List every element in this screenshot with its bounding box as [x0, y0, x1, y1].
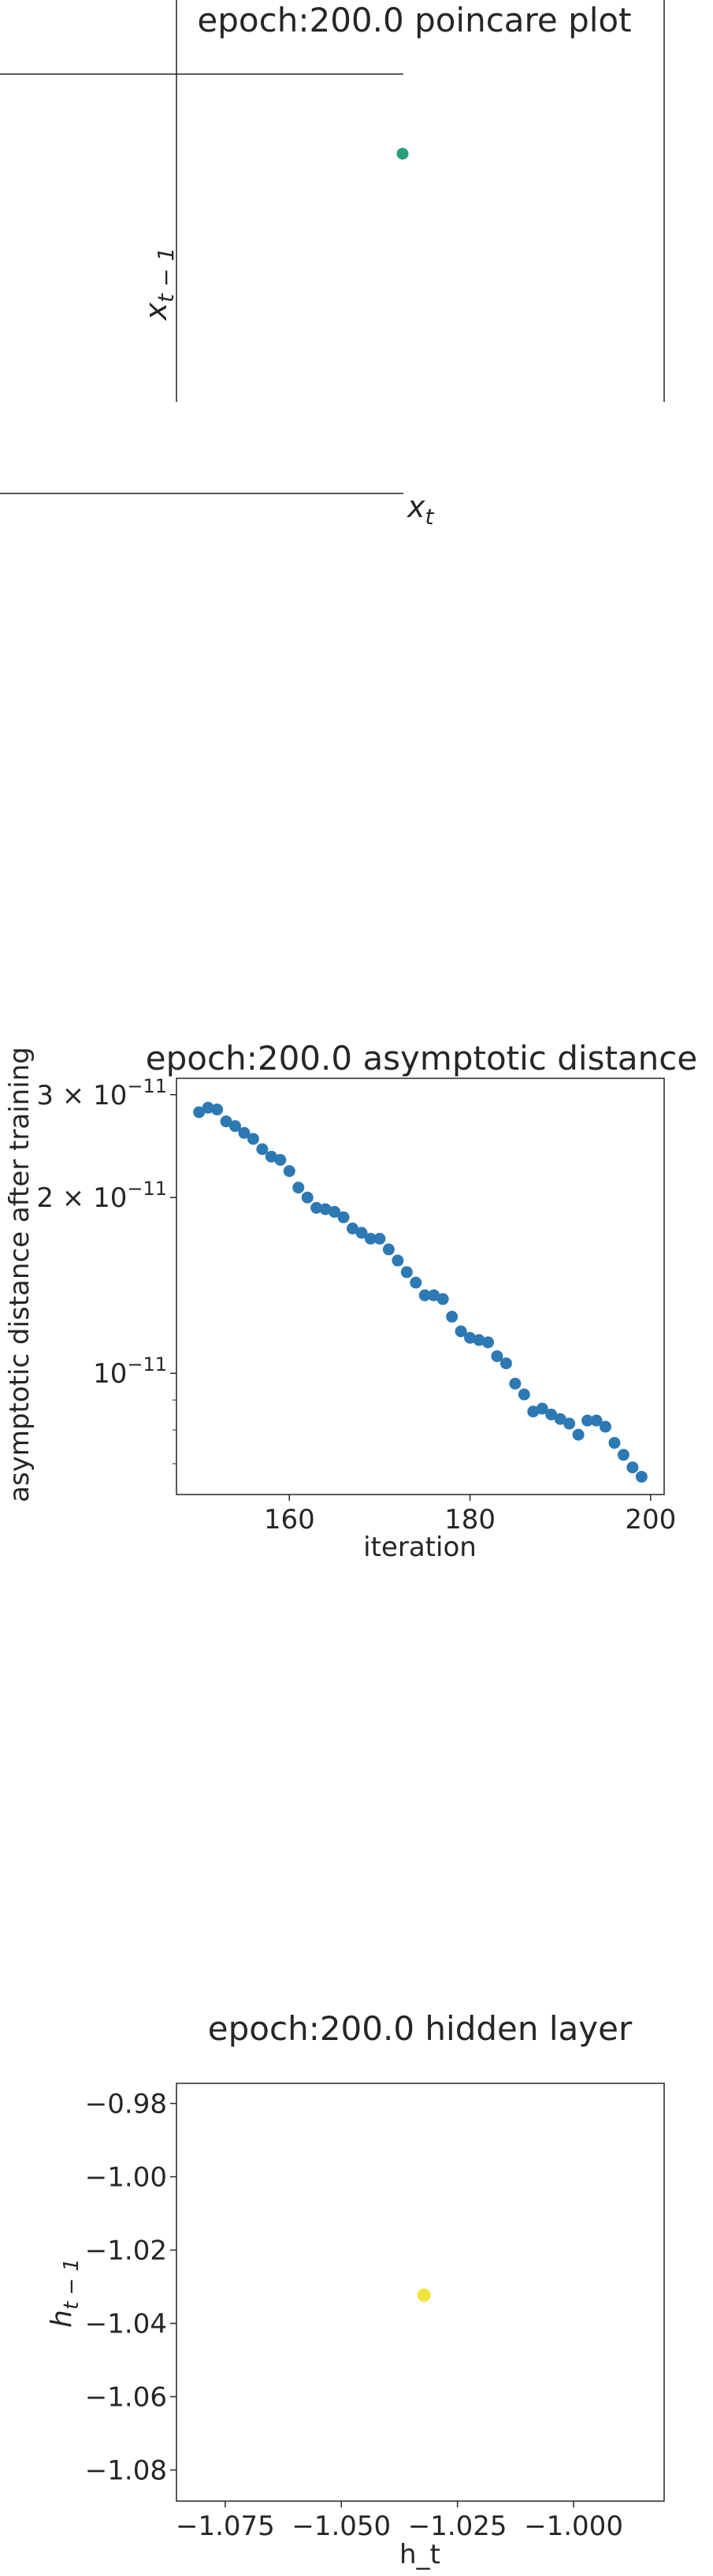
x-tick-label: 180	[444, 1504, 496, 1536]
data-point	[455, 1325, 467, 1338]
data-point	[581, 1414, 594, 1427]
poincare-ylabel-main: x	[139, 302, 173, 321]
data-point	[572, 1428, 585, 1441]
data-point	[283, 1165, 295, 1178]
data-point	[545, 1408, 558, 1420]
data-point	[337, 1211, 350, 1223]
y-tick-label: −1.06	[85, 2382, 167, 2414]
data-point	[347, 1223, 359, 1235]
x-tick-label: 160	[264, 1504, 315, 1536]
data-point	[373, 1232, 386, 1245]
data-point	[417, 2288, 431, 2302]
poincare-plot-panel: epoch:200.0 poincare plot xt xt − 1	[0, 0, 665, 530]
asymptotic-xlabel: iteration	[363, 1532, 477, 1563]
data-point	[301, 1191, 314, 1204]
x-tick-label: −1.050	[292, 2511, 391, 2542]
poincare-xlabel: xt	[407, 490, 435, 530]
y-tick-label: −0.98	[85, 2089, 167, 2120]
data-point	[400, 1266, 413, 1279]
data-point	[265, 1150, 277, 1163]
x-tick-label: 200	[625, 1504, 676, 1536]
data-point	[274, 1153, 287, 1166]
x-tick-label: −1.000	[524, 2511, 623, 2542]
data-point	[635, 1470, 648, 1483]
data-point	[392, 1254, 404, 1267]
hidden-layer-panel: epoch:200.0 hidden layer −1.075 −1.050 −1.…	[46, 2009, 665, 2570]
y-tick-label: −1.00	[85, 2162, 167, 2194]
hidden-layer-ylabel-main: h	[46, 2310, 78, 2328]
y-tick-label: −1.02	[85, 2235, 167, 2267]
data-point	[310, 1201, 323, 1214]
data-point	[355, 1227, 368, 1239]
data-point	[211, 1104, 224, 1116]
data-point	[626, 1461, 639, 1474]
poincare-plot-title: epoch:200.0 poincare plot	[197, 1, 631, 39]
y-tick-label: 10−11	[93, 1353, 167, 1390]
data-point	[446, 1310, 459, 1323]
asymptotic-points	[193, 1101, 648, 1483]
y-tick-label: 2 × 10−11	[36, 1178, 167, 1214]
data-point	[436, 1293, 449, 1305]
asymptotic-axes-frame	[176, 1078, 665, 1495]
poincare-ylabel: xt − 1	[139, 248, 179, 322]
data-point	[464, 1331, 477, 1344]
data-point	[499, 1357, 512, 1370]
data-point	[193, 1106, 206, 1119]
data-point	[319, 1203, 332, 1215]
hidden-layer-xlabel: h_t	[399, 2539, 440, 2570]
hidden-layer-ylabel: ht − 1	[46, 2258, 84, 2328]
poincare-xlabel-main: x	[407, 490, 425, 524]
y-tick-label: 3 × 10−11	[36, 1075, 167, 1111]
data-point	[608, 1436, 621, 1449]
y-tick-label: −1.08	[85, 2455, 167, 2486]
y-tick-label: −1.04	[85, 2309, 167, 2340]
hidden-layer-axes-frame	[176, 2083, 665, 2502]
data-point	[481, 1336, 494, 1349]
data-point	[527, 1405, 540, 1418]
data-point	[238, 1126, 251, 1139]
data-point	[418, 1289, 431, 1301]
data-point	[247, 1133, 259, 1145]
data-point	[428, 1289, 440, 1301]
hidden-layer-ylabel-sub: t − 1	[60, 2258, 84, 2310]
data-point	[229, 1120, 242, 1133]
hidden-layer-ticks: −1.075 −1.050 −1.025 −1.000 −0.98 −1.00 −1.02 −…	[85, 2089, 623, 2542]
hidden-layer-title: epoch:200.0 hidden layer	[208, 2009, 633, 2048]
data-point	[256, 1143, 269, 1156]
data-point	[518, 1388, 530, 1401]
x-tick-label: −1.025	[408, 2511, 507, 2542]
data-point	[410, 1276, 422, 1289]
data-point	[617, 1449, 629, 1461]
data-point	[473, 1334, 485, 1346]
data-point	[590, 1414, 603, 1427]
hidden-layer-points	[417, 2288, 431, 2302]
data-point	[292, 1182, 305, 1194]
asymptotic-ticks: 160 180 200 3 × 10−11 2 × 10−11 10−11	[36, 1075, 676, 1536]
asymptotic-distance-panel: epoch:200.0 asymptotic distance 160 180 20…	[4, 1039, 697, 1563]
asymptotic-ylabel: asymptotic distance after training	[4, 1047, 35, 1502]
poincare-point	[396, 147, 409, 160]
data-point	[536, 1402, 548, 1415]
poincare-xlabel-sub: t	[425, 504, 435, 530]
asymptotic-title: epoch:200.0 asymptotic distance	[146, 1039, 697, 1078]
data-point	[599, 1420, 611, 1433]
data-point	[554, 1413, 566, 1425]
data-point	[382, 1243, 395, 1256]
data-point	[509, 1377, 522, 1390]
data-point	[202, 1101, 214, 1114]
data-point	[491, 1349, 503, 1362]
data-point	[563, 1417, 576, 1430]
poincare-ylabel-sub: t − 1	[153, 248, 179, 303]
data-point	[220, 1115, 232, 1128]
x-tick-label: −1.075	[176, 2511, 275, 2542]
data-point	[364, 1232, 377, 1245]
data-point	[329, 1205, 341, 1218]
